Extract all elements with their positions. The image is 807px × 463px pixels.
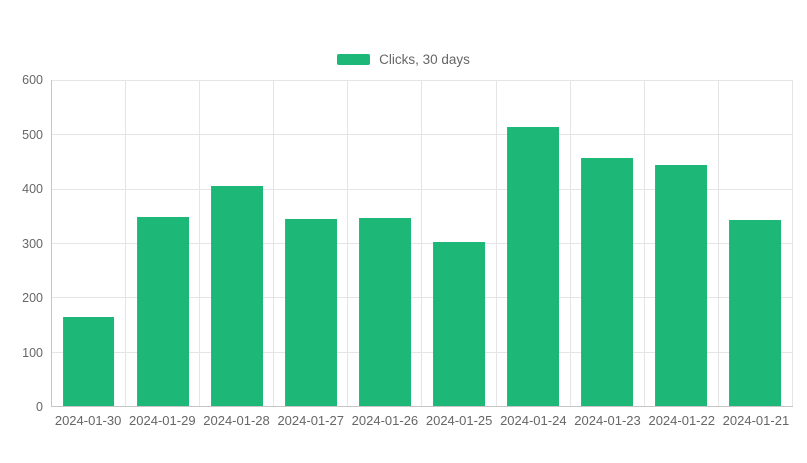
category-cell [571,80,645,406]
category-cell [422,80,497,406]
bar-2024-01-21[interactable] [729,220,782,406]
x-tick-label-2024-01-29: 2024-01-29 [129,413,196,428]
bar-2024-01-26[interactable] [358,218,411,406]
bar-2024-01-29[interactable] [136,216,189,406]
x-tick-label-2024-01-30: 2024-01-30 [54,413,122,428]
y-tick-label-500: 500 [22,127,43,142]
x-tick-label-2024-01-26: 2024-01-26 [351,413,419,428]
x-tick-label-2024-01-24: 2024-01-24 [500,413,567,428]
bar-cells [52,80,793,406]
x-tick-label-2024-01-28: 2024-01-28 [203,413,270,428]
legend-swatch [337,54,371,65]
x-tick-label-2024-01-25: 2024-01-25 [425,413,493,428]
y-axis: 0 100 200 300 400 500 600 [0,74,43,413]
y-tick-label-600: 600 [22,72,43,87]
x-axis: 2024-01-30 2024-01-29 2024-01-28 2024-01-27… [51,413,793,429]
bar-2024-01-27[interactable] [284,219,337,406]
category-cell [645,80,719,406]
bar-2024-01-23[interactable] [581,157,634,406]
y-tick-label-400: 400 [22,181,43,196]
x-tick-label-2024-01-27: 2024-01-27 [277,413,344,428]
bar-2024-01-22[interactable] [655,165,708,406]
x-tick-label-2024-01-23: 2024-01-23 [574,413,641,428]
category-cell [348,80,423,406]
bar-2024-01-24[interactable] [507,126,560,406]
category-cell [719,80,793,406]
gridline-y-600 [52,80,793,81]
gridline-y-100 [52,351,793,353]
y-tick-label-200: 200 [22,290,43,305]
category-cell [497,80,571,406]
bar-2024-01-28[interactable] [210,185,263,406]
bar-2024-01-25[interactable] [433,242,485,406]
category-cell [274,80,349,406]
plot-area [51,80,793,407]
y-tick-label-100: 100 [22,345,43,360]
bar-2024-01-30[interactable] [62,317,115,406]
gridline-y-200 [52,297,793,299]
legend-label: Clicks, 30 days [379,52,470,67]
category-cell [52,80,127,406]
y-tick-label-0: 0 [36,399,43,414]
gridline-y-400 [52,188,793,190]
gridline-y-300 [52,243,793,244]
category-cell [126,80,201,406]
x-tick-label-2024-01-21: 2024-01-21 [722,413,790,428]
y-tick-label-300: 300 [22,236,43,251]
chart-legend[interactable]: Clicks, 30 days [0,52,807,67]
gridline-y-500 [52,134,793,136]
category-cell [200,80,275,406]
x-tick-label-2024-01-22: 2024-01-22 [648,413,715,428]
